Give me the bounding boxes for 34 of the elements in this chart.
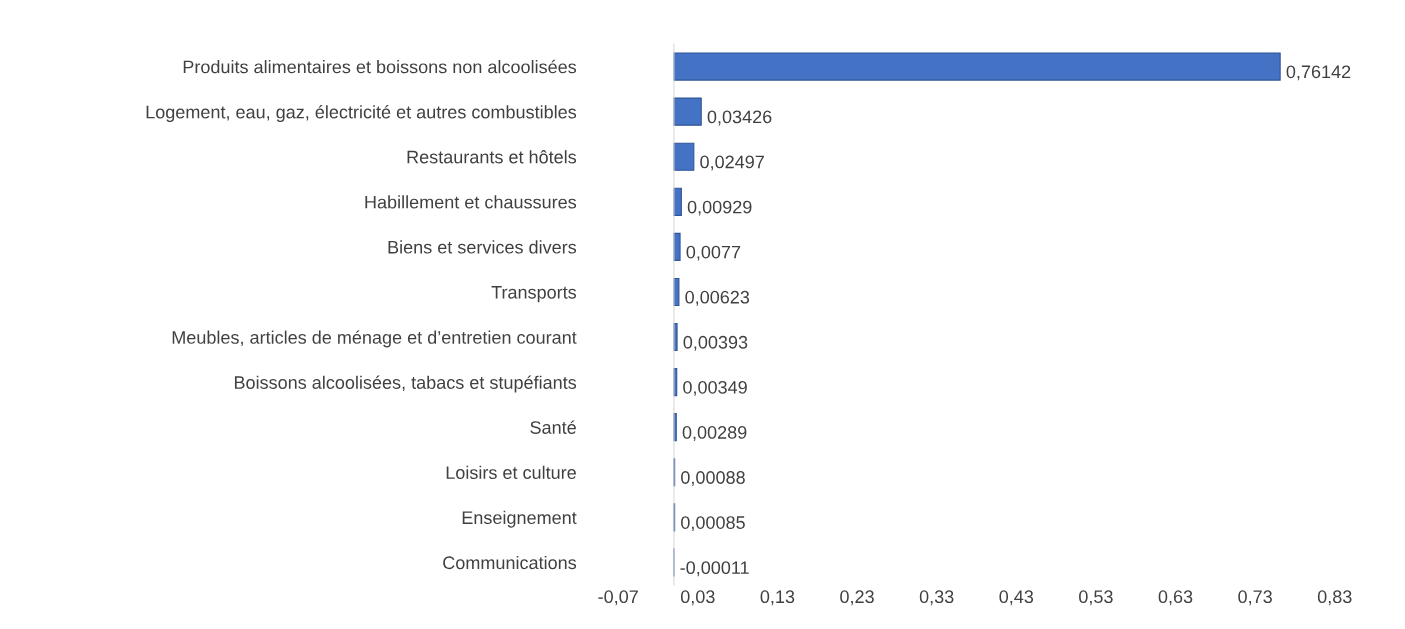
data-label: 0,76142 bbox=[1286, 65, 1351, 81]
x-tick-label: 0,13 bbox=[760, 590, 795, 606]
data-label: 0,02497 bbox=[700, 155, 764, 171]
data-label: 0,00088 bbox=[681, 471, 745, 487]
x-tick-label: 0,73 bbox=[1238, 590, 1272, 606]
y-tick-label: Restaurants et hôtels bbox=[407, 150, 577, 164]
x-tick-label: -0,07 bbox=[598, 590, 638, 606]
data-label: 0,00289 bbox=[682, 426, 747, 441]
x-tick-label: 0,33 bbox=[919, 590, 954, 606]
y-tick-label: Communications bbox=[443, 555, 577, 570]
x-tick-label: 0,03 bbox=[680, 590, 715, 606]
data-label: -0,00011 bbox=[680, 561, 749, 577]
x-tick-label: 0,53 bbox=[1079, 590, 1113, 606]
data-label: 0,00393 bbox=[683, 335, 748, 351]
y-tick-label: Enseignement bbox=[462, 510, 577, 528]
y-tick-label: Logement, eau, gaz, électricité et autres combustibles bbox=[146, 105, 577, 123]
x-tick-label: 0,83 bbox=[1317, 590, 1352, 606]
data-label: 0,00623 bbox=[685, 290, 750, 306]
x-tick-label: 0,63 bbox=[1158, 590, 1193, 606]
x-tick-label: 0,23 bbox=[840, 590, 874, 606]
y-tick-label: Meubles, articles de ménage et d’entretien courant bbox=[172, 330, 577, 348]
y-tick-label: Biens et services divers bbox=[388, 240, 577, 254]
data-label: 0,03426 bbox=[707, 110, 772, 126]
data-label: 0,00929 bbox=[687, 200, 752, 216]
x-tick-label: 0,43 bbox=[999, 590, 1034, 606]
data-label: 0,00085 bbox=[681, 516, 745, 532]
y-tick-label: Santé bbox=[530, 420, 576, 434]
data-label: 0,0077 bbox=[686, 245, 741, 261]
data-label: 0,00349 bbox=[683, 380, 747, 396]
y-tick-label: Habillement et chaussures bbox=[365, 195, 577, 209]
y-tick-label: Boissons alcoolisées, tabacs et stupéfiants bbox=[234, 375, 577, 393]
y-tick-label: Produits alimentaires et boissons non alcoolisées bbox=[183, 59, 577, 74]
y-tick-label: Transports bbox=[491, 286, 577, 303]
y-tick-label: Loisirs et culture bbox=[446, 465, 576, 479]
